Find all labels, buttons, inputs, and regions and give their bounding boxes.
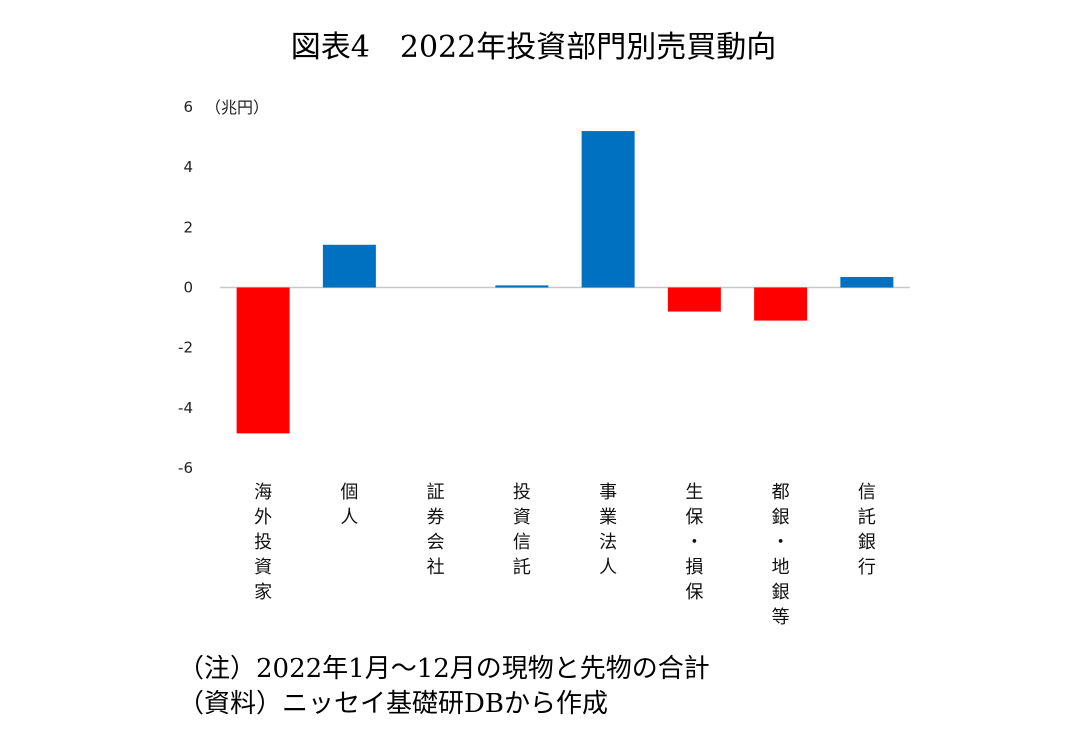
category-label: 個人 [340,482,358,528]
y-tick-label: -4 [178,399,193,417]
footnote-source: （資料）ニッセイ基礎研DBから作成 [178,689,608,719]
category-label: 事業法人 [599,482,617,578]
category-label: 都銀・地銀等 [772,482,790,628]
y-tick-label: -6 [178,459,193,477]
bar-4 [495,285,549,288]
bar-6 [667,287,721,312]
unit-label: （兆円） [205,98,269,117]
category-label: 生保・損保 [685,482,703,603]
footnote-note: （注）2022年1月～12月の現物と先物の合計 [178,654,710,684]
y-tick-label: -2 [178,339,193,357]
bars [236,131,894,434]
bar-1 [236,287,290,434]
bar-7 [754,287,808,321]
bar-chart: 6 4 2 0 -2 -4 -6 （兆円） 海外投資家 個人 証券会社 投資信託 事業法人 生保・損保… [178,98,910,628]
chart-title: 図表4 2022年投資部門別売買動向 [290,30,777,65]
category-label: 信託銀行 [858,482,876,578]
category-labels: 海外投資家 個人 証券会社 投資信託 事業法人 生保・損保 都銀・地銀等 信託銀行 [254,482,876,628]
category-label: 投資信託 [513,482,531,578]
y-tick-label: 6 [183,98,193,116]
y-tick-label: 2 [183,218,193,236]
category-label: 証券会社 [427,482,445,578]
y-axis-ticks: 6 4 2 0 -2 -4 -6 [178,98,193,477]
y-tick-label: 4 [183,158,193,176]
bar-5 [581,131,635,288]
category-label: 海外投資家 [254,482,272,603]
bar-8 [840,276,894,288]
y-tick-label: 0 [183,279,193,297]
bar-2 [322,244,376,288]
